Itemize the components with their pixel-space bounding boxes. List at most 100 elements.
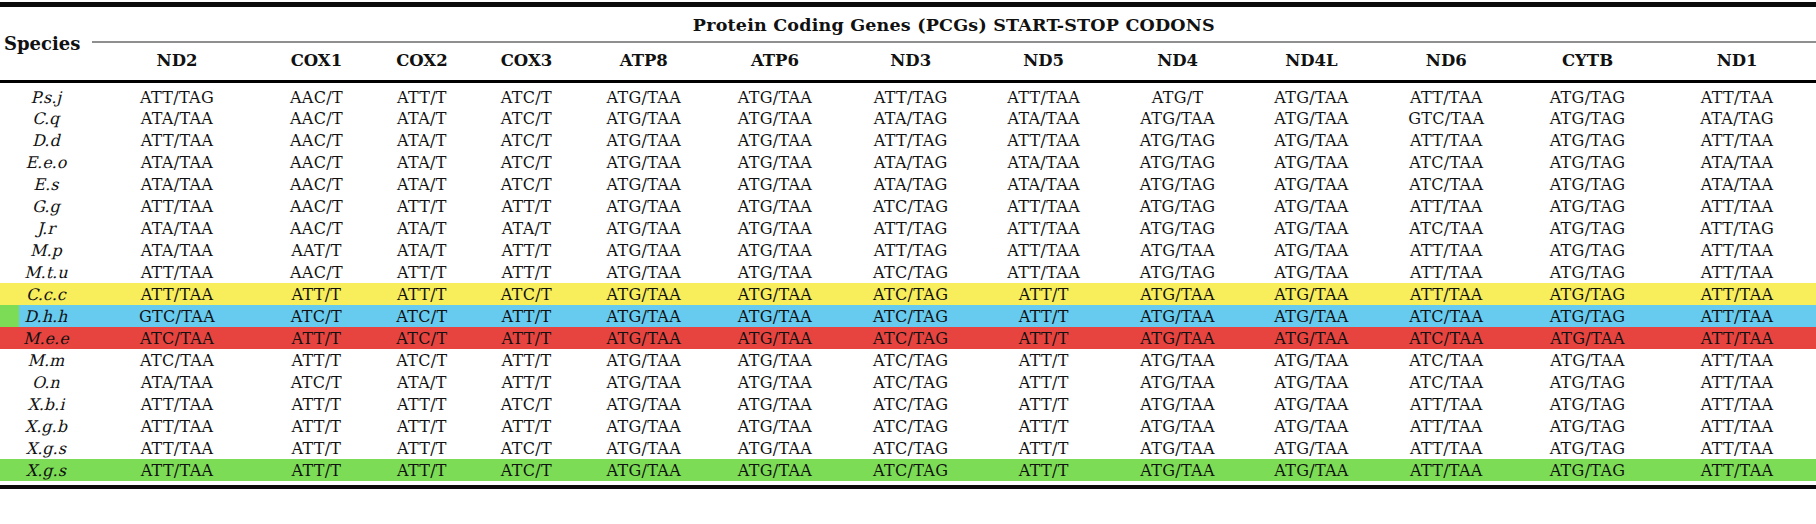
codon-cell-cytb: ATG/TAG <box>1517 82 1658 108</box>
codon-cell-atp6: ATG/TAA <box>708 371 842 393</box>
codon-cell-nd6: ATT/TAA <box>1376 459 1517 481</box>
codon-cell-nd6: ATC/TAA <box>1376 151 1517 173</box>
codon-cell-cytb: ATG/TAA <box>1517 327 1658 349</box>
codon-cell-nd4: ATG/TAA <box>1108 349 1247 371</box>
codon-cell-nd4l: ATG/TAA <box>1247 349 1375 371</box>
codon-cell-cytb: ATG/TAG <box>1517 393 1658 415</box>
codon-cell-nd2: ATT/TAA <box>92 437 263 459</box>
codon-cell-atp8: ATG/TAA <box>580 459 708 481</box>
codon-cell-nd4: ATG/TAG <box>1108 261 1247 283</box>
table-row: G.gATT/TAAAAC/TATT/TATT/TATG/TAAATG/TAAA… <box>0 195 1816 217</box>
codon-cell-cox3: ATT/T <box>473 327 579 349</box>
codon-cell-nd1: ATA/TAA <box>1658 173 1816 195</box>
column-header-cox2: COX2 <box>371 42 474 82</box>
codon-cell-cox2: ATA/T <box>371 371 474 393</box>
codon-cell-cox2: ATA/T <box>371 217 474 239</box>
codon-cell-nd4l: ATG/TAA <box>1247 393 1375 415</box>
codon-cell-nd6: GTC/TAA <box>1376 107 1517 129</box>
codon-cell-atp6: ATG/TAA <box>708 129 842 151</box>
codon-cell-cox2: ATT/T <box>371 261 474 283</box>
codon-cell-cytb: ATG/TAG <box>1517 129 1658 151</box>
codon-cell-nd4l: ATG/TAA <box>1247 129 1375 151</box>
codon-cell-atp6: ATG/TAA <box>708 195 842 217</box>
codon-cell-nd2: ATT/TAA <box>92 195 263 217</box>
codon-cell-nd1: ATT/TAA <box>1658 415 1816 437</box>
column-header-cox1: COX1 <box>262 42 370 82</box>
codon-cell-cytb: ATG/TAG <box>1517 459 1658 481</box>
codon-cell-nd5: ATT/T <box>979 305 1107 327</box>
codon-cell-atp8: ATG/TAA <box>580 129 708 151</box>
species-label: D.d <box>0 129 92 151</box>
codon-table: Species Protein Coding Genes (PCGs) STAR… <box>0 7 1816 481</box>
codon-cell-nd5: ATT/T <box>979 437 1107 459</box>
codon-cell-cox2: ATA/T <box>371 239 474 261</box>
codon-cell-nd3: ATT/TAG <box>842 217 980 239</box>
codon-cell-cox1: ATC/T <box>262 305 370 327</box>
codon-cell-atp8: ATG/TAA <box>580 195 708 217</box>
table-row: X.g.sATT/TAAATT/TATT/TATC/TATG/TAAATG/TA… <box>0 437 1816 459</box>
codon-cell-nd5: ATA/TAA <box>979 107 1107 129</box>
codon-cell-cox1: AAC/T <box>262 217 370 239</box>
codon-cell-cox3: ATC/T <box>473 283 579 305</box>
codon-cell-nd4: ATG/TAA <box>1108 283 1247 305</box>
codon-cell-nd1: ATT/TAA <box>1658 459 1816 481</box>
codon-cell-nd4: ATG/TAG <box>1108 129 1247 151</box>
codon-cell-nd4l: ATG/TAA <box>1247 151 1375 173</box>
species-label: D.h.h <box>0 305 92 327</box>
codon-cell-nd4l: ATG/TAA <box>1247 195 1375 217</box>
codon-cell-cox1: AAC/T <box>262 151 370 173</box>
codon-cell-cox1: AAC/T <box>262 261 370 283</box>
codon-cell-nd4l: ATG/TAA <box>1247 305 1375 327</box>
codon-cell-nd2: ATA/TAA <box>92 239 263 261</box>
codon-cell-nd5: ATT/TAA <box>979 129 1107 151</box>
codon-cell-cytb: ATG/TAG <box>1517 305 1658 327</box>
codon-cell-nd4l: ATG/TAA <box>1247 371 1375 393</box>
codon-cell-nd1: ATT/TAA <box>1658 371 1816 393</box>
codon-cell-nd5: ATT/T <box>979 283 1107 305</box>
codon-cell-cox1: ATT/T <box>262 459 370 481</box>
codon-table-container: Species Protein Coding Genes (PCGs) STAR… <box>0 2 1816 489</box>
codon-cell-nd1: ATT/TAA <box>1658 349 1816 371</box>
codon-cell-nd5: ATT/T <box>979 393 1107 415</box>
codon-cell-nd4: ATG/TAA <box>1108 393 1247 415</box>
codon-cell-nd1: ATT/TAA <box>1658 437 1816 459</box>
codon-cell-nd2: ATT/TAG <box>92 82 263 108</box>
codon-cell-cox1: ATC/T <box>262 371 370 393</box>
codon-cell-nd2: ATT/TAA <box>92 459 263 481</box>
codon-cell-atp8: ATG/TAA <box>580 371 708 393</box>
codon-cell-nd1: ATT/TAA <box>1658 195 1816 217</box>
codon-cell-cox1: AAC/T <box>262 82 370 108</box>
codon-cell-cox2: ATC/T <box>371 349 474 371</box>
codon-cell-cox2: ATT/T <box>371 283 474 305</box>
codon-cell-nd4: ATG/TAG <box>1108 173 1247 195</box>
codon-cell-nd1: ATA/TAG <box>1658 107 1816 129</box>
column-header-atp8: ATP8 <box>580 42 708 82</box>
codon-cell-nd4: ATG/TAA <box>1108 415 1247 437</box>
codon-cell-nd4: ATG/TAG <box>1108 151 1247 173</box>
codon-cell-nd4l: ATG/TAA <box>1247 239 1375 261</box>
table-row: P.s.jATT/TAGAAC/TATT/TATC/TATG/TAAATG/TA… <box>0 82 1816 108</box>
codon-cell-cox2: ATT/T <box>371 415 474 437</box>
codon-cell-atp8: ATG/TAA <box>580 437 708 459</box>
codon-cell-atp6: ATG/TAA <box>708 305 842 327</box>
codon-cell-atp8: ATG/TAA <box>580 261 708 283</box>
codon-cell-cytb: ATG/TAG <box>1517 217 1658 239</box>
codon-cell-cox2: ATA/T <box>371 173 474 195</box>
species-label: O.n <box>0 371 92 393</box>
column-header-nd3: ND3 <box>842 42 980 82</box>
table-title: Protein Coding Genes (PCGs) START-STOP C… <box>92 7 1816 42</box>
codon-cell-cox3: ATT/T <box>473 195 579 217</box>
codon-cell-nd4: ATG/TAA <box>1108 437 1247 459</box>
codon-cell-atp6: ATG/TAA <box>708 151 842 173</box>
codon-cell-cox1: AAT/T <box>262 239 370 261</box>
species-column-header: Species <box>0 7 92 82</box>
codon-cell-nd4l: ATG/TAA <box>1247 217 1375 239</box>
codon-cell-atp6: ATG/TAA <box>708 239 842 261</box>
codon-cell-nd6: ATC/TAA <box>1376 217 1517 239</box>
codon-cell-nd6: ATT/TAA <box>1376 283 1517 305</box>
codon-cell-nd6: ATC/TAA <box>1376 327 1517 349</box>
codon-cell-nd4: ATG/TAA <box>1108 371 1247 393</box>
codon-cell-nd3: ATT/TAG <box>842 82 980 108</box>
codon-cell-atp8: ATG/TAA <box>580 349 708 371</box>
codon-cell-cox2: ATC/T <box>371 305 474 327</box>
